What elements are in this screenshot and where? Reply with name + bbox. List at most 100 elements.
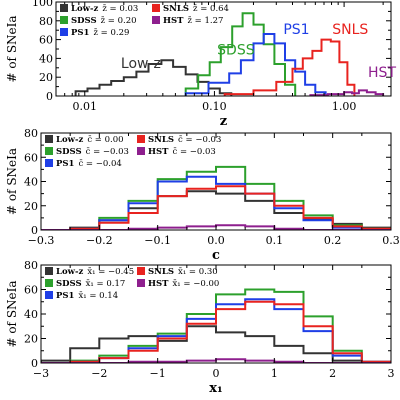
legend-entry: Low-z z̄ = 0.03 (71, 4, 138, 14)
x-tick-label: 0.1 (266, 234, 284, 247)
legend-stat: c̄ = −0.03 (86, 147, 129, 157)
legend-swatch-sdss (45, 279, 53, 287)
y-tick-label: 80 (39, 15, 53, 28)
legend-stat: c̄ = 0.00 (87, 135, 123, 145)
legend-key: SNLS (148, 135, 174, 145)
legend-stat: z̄ = 0.20 (101, 16, 137, 26)
legend-key: HST (148, 279, 169, 289)
y-tick-label: 40 (39, 52, 53, 65)
y-axis-label: # of SNeIa (5, 148, 19, 215)
series-ps1-step (184, 33, 327, 96)
legend-key: SDSS (56, 147, 82, 157)
y-axis-label: # of SNeIa (5, 280, 19, 347)
legend-swatch-hst (137, 147, 145, 155)
x-tick-label: −0.1 (144, 234, 171, 247)
legend-entry: PS1 c̄ = −0.04 (56, 159, 122, 169)
y-tick-label: 40 (24, 308, 38, 321)
x-tick-label: −3 (33, 367, 49, 380)
legend-entry: PS1 x̄₁ = 0.14 (56, 291, 118, 301)
y-tick-label: 20 (24, 333, 38, 346)
x-tick-label: 0 (213, 367, 220, 380)
series-lowz-step (41, 190, 391, 230)
legend-key: Low-z (71, 4, 98, 14)
legend-key: PS1 (71, 28, 90, 38)
legend-swatch-lowz (60, 4, 68, 12)
x-axis-label: x₁ (209, 381, 222, 396)
series-group (41, 288, 391, 363)
legend-stat: c̄ = −0.03 (173, 147, 216, 157)
legend-entry: SNLS z̄ = 0.64 (163, 4, 229, 14)
legend-stat: x̄₁ = 0.30 (178, 267, 218, 277)
legend-stat: z̄ = 0.03 (102, 4, 138, 14)
y-tick-label: 0 (31, 357, 38, 370)
legend-stat: z̄ = 0.64 (193, 4, 229, 14)
legend-stat: x̄₁ = 0.17 (86, 279, 126, 289)
x-axis-label: c (212, 248, 220, 263)
legend-entry: HST c̄ = −0.03 (148, 147, 216, 157)
legend-key: HST (148, 147, 169, 157)
y-tick-label: 40 (24, 176, 38, 189)
y-tick-label: 80 (24, 127, 38, 140)
legend-key: SNLS (148, 267, 174, 277)
legend-key: SNLS (163, 4, 189, 14)
series-snls-step (223, 38, 356, 96)
series-group (41, 165, 391, 230)
legend-entry: HST z̄ = 1.27 (163, 16, 223, 26)
legend-stat: x̄₁ = 0.14 (78, 291, 118, 301)
x-tick-label: 1 (271, 367, 278, 380)
y-tick-label: 80 (24, 259, 38, 272)
legend-key: Low-z (56, 135, 83, 145)
panel-z-histogram: 0 20 40 60 80 100 0.01 0.10 1.00 z # of SNeIa Low-z… (5, 0, 396, 129)
panel-c-histogram: 0 20 40 60 80 −0.3 −0.2 −0.1 0.0 0.1 0.2 0.3 c # of S… (5, 127, 400, 263)
annotation-ps1: PS1 (283, 22, 309, 38)
annotation-hst: HST (368, 65, 396, 81)
legend-swatch-ps1 (45, 291, 53, 299)
series-group (74, 12, 385, 96)
legend-swatch-hst (137, 279, 145, 287)
legend-stat: c̄ = −0.04 (78, 159, 121, 169)
x-tick-label: 0.3 (382, 234, 400, 247)
legend: Low-z x̄₁ = −0.45 SNLS x̄₁ = 0.30 SDSS x̄₁ = … (45, 267, 219, 301)
legend-swatch-lowz (45, 135, 53, 143)
legend-key: SDSS (56, 279, 82, 289)
legend-entry: SNLS c̄ = −0.03 (148, 135, 221, 145)
legend-swatch-sdss (45, 147, 53, 155)
y-tick-label: 60 (24, 284, 38, 297)
legend-swatch-ps1 (45, 159, 53, 167)
series-hst-step (309, 89, 385, 96)
series-ps1-step (41, 175, 391, 230)
legend-key: SDSS (71, 16, 97, 26)
legend: Low-z c̄ = 0.00 SNLS c̄ = −0.03 SDSS c̄ = −0.… (45, 135, 221, 169)
annotation-snls: SNLS (332, 22, 368, 38)
y-axis-label: # of SNeIa (5, 15, 19, 82)
legend-entry: SDSS c̄ = −0.03 (56, 147, 129, 157)
annotation-lowz: Low-z (121, 56, 161, 72)
legend-entry: SDSS x̄₁ = 0.17 (56, 279, 125, 289)
x-tick-label: 1.00 (332, 100, 357, 113)
y-tick-label: 0 (46, 90, 53, 103)
legend-stat: x̄₁ = −0.45 (87, 267, 134, 277)
y-tick-label: 60 (24, 151, 38, 164)
legend-key: PS1 (56, 291, 75, 301)
y-tick-label: 60 (39, 34, 53, 47)
legend-swatch-snls (152, 4, 160, 12)
x-tick-label: 0.10 (202, 100, 227, 113)
legend: Low-z z̄ = 0.03 SNLS z̄ = 0.64 SDSS z̄ = 0.20… (60, 4, 229, 38)
x-tick-label: 3 (388, 367, 395, 380)
legend-entry: SNLS x̄₁ = 0.30 (148, 267, 218, 277)
legend-stat: z̄ = 0.29 (93, 28, 129, 38)
legend-entry: Low-z c̄ = 0.00 (56, 135, 124, 145)
legend-swatch-lowz (45, 267, 53, 275)
legend-swatch-snls (137, 135, 145, 143)
x-axis-label: z (220, 114, 227, 129)
y-tick-label: 20 (39, 71, 53, 84)
legend-swatch-sdss (60, 16, 68, 24)
legend-stat: x̄₁ = −0.00 (173, 279, 220, 289)
x-tick-label: −2 (91, 367, 107, 380)
x-tick-label: −0.2 (86, 234, 113, 247)
y-tick-label: 0 (31, 224, 38, 237)
legend-stat: c̄ = −0.03 (178, 135, 221, 145)
x-tick-label: 2 (329, 367, 336, 380)
legend-swatch-ps1 (60, 28, 68, 36)
